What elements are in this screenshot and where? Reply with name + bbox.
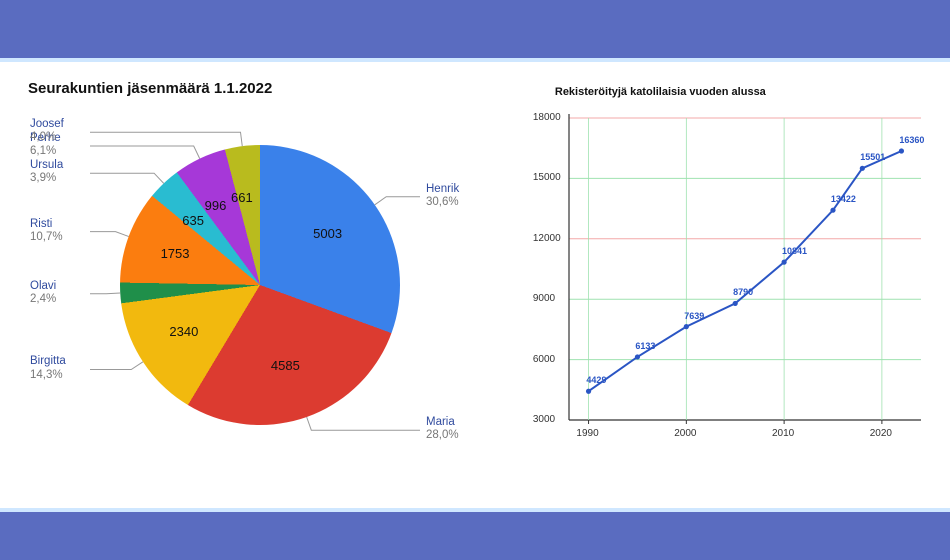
pie-slice-value: 996: [205, 198, 227, 213]
pie-slice-value: 661: [231, 190, 253, 205]
pie-slice-label: Risti10,7%: [30, 218, 90, 244]
page-frame: Seurakuntien jäsenmäärä 1.1.2022 5003 Hen…: [0, 0, 950, 560]
pie-slice-label: Maria28,0%: [426, 416, 459, 442]
line-point-label: 8790: [733, 287, 753, 297]
top-band: [0, 0, 950, 58]
content-area: Seurakuntien jäsenmäärä 1.1.2022 5003 Hen…: [0, 62, 950, 508]
pie-slice-label: Joosef4,0%: [30, 118, 90, 144]
pie-title: Seurakuntien jäsenmäärä 1.1.2022: [28, 80, 499, 97]
line-point-label: 16360: [899, 135, 924, 145]
line-panel: Rekisteröityjä katolilaisia vuoden aluss…: [521, 80, 922, 498]
y-tick-label: 12000: [533, 233, 561, 244]
line-point-label: 15501: [860, 152, 885, 162]
line-point-label: 7639: [684, 311, 704, 321]
x-tick-label: 2010: [772, 428, 794, 439]
x-tick-label: 1990: [576, 428, 598, 439]
pie-slice-value: 2340: [169, 324, 198, 339]
line-point-label: 4429: [586, 375, 606, 385]
y-tick-label: 3000: [533, 414, 555, 425]
y-tick-label: 9000: [533, 293, 555, 304]
pie-panel: Seurakuntien jäsenmäärä 1.1.2022 5003 Hen…: [28, 80, 499, 498]
pie-slice-label: Birgitta14,3%: [30, 355, 90, 381]
line-point-label: 13422: [831, 194, 856, 204]
pie-slice-value: 4585: [271, 358, 300, 373]
line-point-label: 10841: [782, 246, 807, 256]
pie-slice-label: Henrik30,6%: [426, 183, 459, 209]
y-tick-label: 18000: [533, 112, 561, 123]
x-tick-label: 2000: [674, 428, 696, 439]
x-tick-label: 2020: [870, 428, 892, 439]
line-chart: 3000 6000 9000 12000 15000 18000 1990 2000 2010 2…: [521, 100, 922, 480]
pie-slice-label: Olavi2,4%: [30, 280, 90, 306]
y-tick-label: 6000: [533, 354, 555, 365]
pie-slice-value: 5003: [313, 226, 342, 241]
bottom-band: [0, 512, 950, 560]
y-tick-label: 15000: [533, 172, 561, 183]
pie-slice-label: Ursula3,9%: [30, 159, 90, 185]
line-title: Rekisteröityjä katolilaisia vuoden aluss…: [555, 86, 922, 98]
pie-wrap: 5003 Henrik30,6% 4585 Maria28,0% 2340 Birgitt…: [28, 107, 499, 487]
pie-chart: [120, 145, 400, 425]
pie-slice-value: 1753: [161, 246, 190, 261]
line-point-label: 6133: [635, 341, 655, 351]
pie-slice-value: 635: [182, 213, 204, 228]
